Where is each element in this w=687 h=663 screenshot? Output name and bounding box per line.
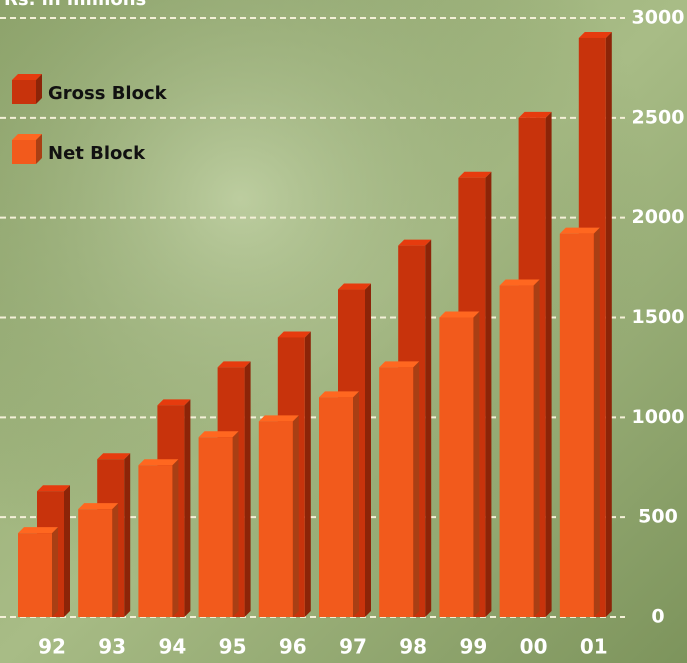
bar (319, 397, 353, 617)
y-tick-label: 0 (651, 606, 664, 628)
x-tick-label: 96 (279, 635, 307, 659)
bar-side (245, 361, 251, 617)
y-tick-label: 2500 (632, 106, 685, 128)
legend-label: Gross Block (48, 83, 168, 104)
x-tick-label: 99 (459, 635, 487, 659)
bar-side (485, 172, 491, 617)
bar-side (353, 391, 359, 617)
bar-side (534, 280, 540, 617)
bar (18, 533, 52, 617)
bar-top (18, 527, 58, 533)
bar-side (413, 361, 419, 617)
bar-top (319, 391, 359, 397)
bar (78, 509, 112, 617)
bar-top (78, 503, 118, 509)
y-axis-label: Rs. in millions (4, 0, 146, 10)
bar-top (199, 431, 239, 437)
bar-side (606, 32, 612, 617)
bar-side (473, 312, 479, 618)
x-tick-label: 92 (38, 635, 66, 659)
bar-top (560, 228, 600, 234)
x-tick-label: 01 (580, 635, 608, 659)
bar-side (425, 240, 431, 617)
bar-top (439, 312, 479, 318)
y-tick-label: 1500 (632, 306, 685, 328)
legend-swatch (12, 140, 36, 164)
bar-side (64, 485, 70, 617)
bar-top (138, 459, 178, 465)
bar (199, 437, 233, 617)
legend-swatch (12, 80, 36, 104)
x-tick-label: 95 (219, 635, 247, 659)
bar-side (305, 331, 311, 617)
x-tick-label: 93 (98, 635, 126, 659)
bar-side (112, 503, 118, 617)
bar-side (546, 112, 552, 617)
legend-label: Net Block (48, 143, 146, 164)
bar (500, 286, 534, 617)
bar-side (124, 453, 130, 617)
chart: Rs. in millions 0 500 1000 1500 2000 2500 3000… (0, 0, 687, 663)
bar-side (594, 228, 600, 617)
y-tick-label: 3000 (632, 7, 685, 29)
bar (138, 465, 172, 617)
x-tick-label: 00 (520, 635, 548, 659)
bar (259, 421, 293, 617)
x-tick-label: 98 (399, 635, 427, 659)
x-tick-label: 94 (158, 635, 186, 659)
bar-side (52, 527, 58, 617)
y-tick-label: 1000 (632, 406, 685, 428)
bar-side (365, 284, 371, 617)
y-tick-label: 2000 (632, 206, 685, 228)
x-tick-label: 97 (339, 635, 367, 659)
bar (439, 318, 473, 618)
bar (560, 234, 594, 617)
bar-side (184, 399, 190, 617)
bar-side (293, 415, 299, 617)
bar-top (259, 415, 299, 421)
bar-top (500, 280, 540, 286)
bar-top (379, 361, 419, 367)
bar (379, 367, 413, 617)
y-tick-label: 500 (638, 506, 678, 528)
bar-side (172, 459, 178, 617)
bar-side (233, 431, 239, 617)
